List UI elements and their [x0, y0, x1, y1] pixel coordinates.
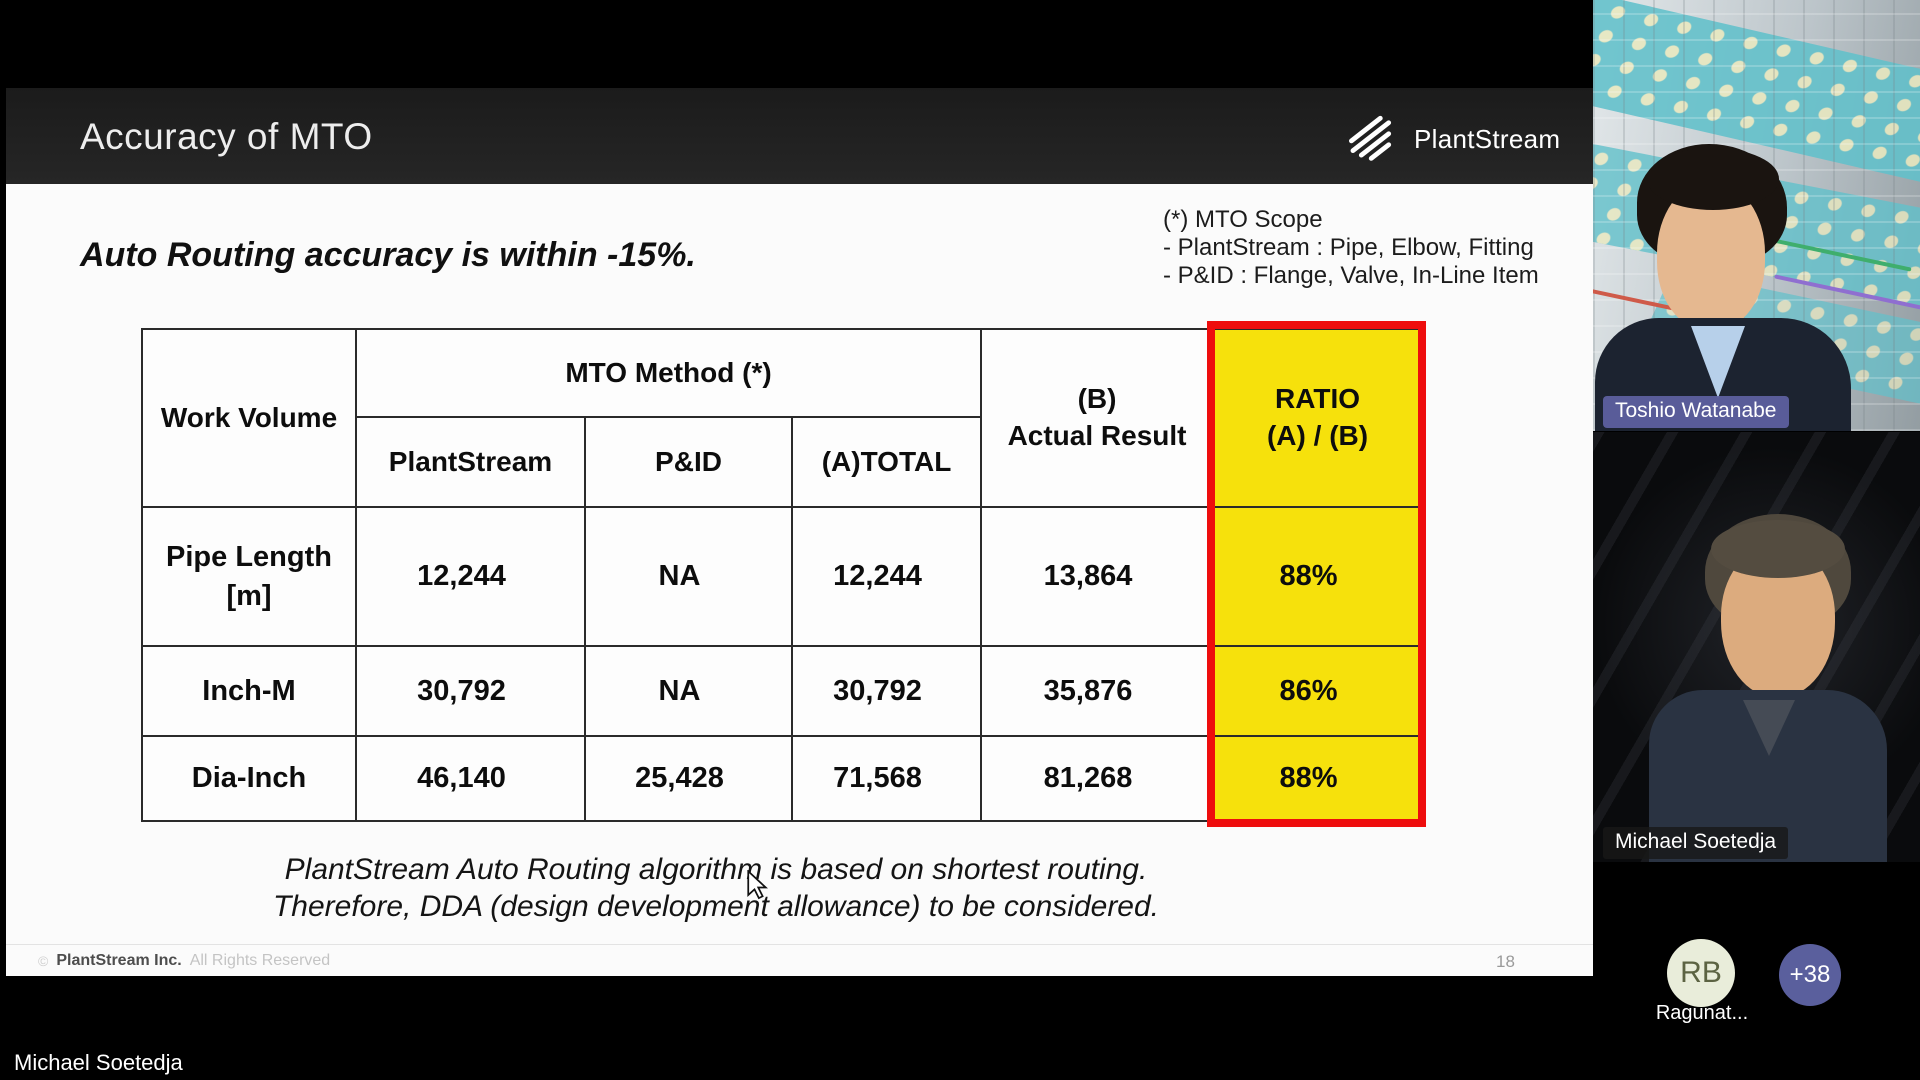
page-number: 18	[1496, 952, 1515, 971]
col-header-ratio: RATIO (A) / (B)	[1212, 328, 1424, 508]
footnote-line-1: PlantStream Auto Routing algorithm is ba…	[284, 853, 1148, 886]
col-header-plantstream: PlantStream	[355, 416, 586, 508]
plantstream-logo-text: PlantStream	[1414, 123, 1561, 154]
avatar[interactable]: RB	[1667, 939, 1735, 1007]
mouse-cursor-icon	[746, 869, 768, 900]
mto-scope-note: (*) MTO Scope - PlantStream : Pipe, Elbo…	[1163, 206, 1539, 290]
cell-total: 12,244	[790, 506, 983, 647]
scope-line-1: (*) MTO Scope	[1163, 206, 1323, 233]
avatar-name: Ragunat...	[1655, 1002, 1749, 1024]
cell-plantstream: 46,140	[355, 735, 586, 822]
slide-footnote: PlantStream Auto Routing algorithm is ba…	[136, 851, 1296, 925]
cell-actual: 35,876	[980, 645, 1215, 737]
video-tile-toshio[interactable]: Toshio Watanabe	[1593, 0, 1920, 431]
row-label: Dia-Inch	[141, 735, 357, 822]
cell-total: 71,568	[790, 735, 983, 822]
col-header-pid: P&ID	[584, 416, 793, 508]
plantstream-logo: PlantStream	[1346, 110, 1560, 168]
slide-heading: Auto Routing accuracy is within -15%.	[80, 236, 696, 274]
row-label: Inch-M	[141, 645, 357, 737]
cell-ratio: 88%	[1212, 735, 1424, 822]
footer-rights: All Rights Reserved	[189, 952, 331, 969]
copyright-icon: ©	[38, 953, 49, 969]
footnote-line-2: Therefore, DDA (design development allow…	[272, 890, 1160, 923]
presentation-slide: Accuracy of MTO PlantStream	[6, 88, 1593, 976]
cell-ratio: 88%	[1212, 506, 1424, 647]
plantstream-wing-icon	[1346, 110, 1404, 169]
cell-actual: 81,268	[980, 735, 1215, 822]
cell-pid: NA	[584, 506, 793, 647]
col-header-work-volume: Work Volume	[141, 328, 357, 508]
participant-name-tag: Toshio Watanabe	[1603, 396, 1789, 428]
overflow-participants: RB Ragunat... +38	[1593, 862, 1920, 1080]
row-label: Pipe Length [m]	[141, 506, 357, 647]
col-header-actual-result: (B) Actual Result	[980, 328, 1215, 508]
table-row-dia-inch: Dia-Inch 46,140 25,428 71,568 81,268 88%	[141, 735, 1424, 822]
cell-pid: NA	[584, 645, 793, 737]
col-header-mto-method: MTO Method (*)	[354, 328, 983, 418]
footer-company: PlantStream Inc.	[56, 952, 182, 969]
cell-pid: 25,428	[584, 735, 793, 822]
slide-footer: © PlantStream Inc. All Rights Reserved	[38, 952, 330, 970]
participant-silhouette	[1647, 148, 1779, 210]
footer-divider	[6, 944, 1593, 945]
cell-plantstream: 30,792	[355, 645, 586, 737]
more-participants-badge[interactable]: +38	[1779, 944, 1841, 1006]
participant-name-tag: Michael Soetedja	[1603, 827, 1789, 859]
cell-plantstream: 12,244	[355, 506, 586, 647]
col-header-a-total: (A)TOTAL	[790, 416, 983, 508]
participant-silhouette	[1711, 520, 1845, 578]
scope-line-3: - P&ID : Flange, Valve, In-Line Item	[1163, 262, 1539, 289]
active-speaker-label: Michael Soetedja	[14, 1050, 183, 1075]
screen-share-stage: Accuracy of MTO PlantStream	[6, 88, 1593, 976]
cell-ratio: 86%	[1212, 645, 1424, 737]
table-row-pipe-length: Pipe Length [m] 12,244 NA 12,244 13,864 …	[141, 506, 1424, 647]
slide-title: Accuracy of MTO	[80, 116, 373, 157]
cell-total: 30,792	[790, 645, 983, 737]
slide-title-band: Accuracy of MTO PlantStream	[6, 88, 1593, 184]
table-row-inch-m: Inch-M 30,792 NA 30,792 35,876 86%	[141, 645, 1424, 737]
cell-actual: 13,864	[980, 506, 1215, 647]
mto-table: Work Volume MTO Method (*) (B) Actual Re…	[141, 321, 1426, 827]
scope-line-2: - PlantStream : Pipe, Elbow, Fitting	[1163, 234, 1534, 261]
video-tile-michael[interactable]: Michael Soetedja	[1593, 431, 1920, 862]
